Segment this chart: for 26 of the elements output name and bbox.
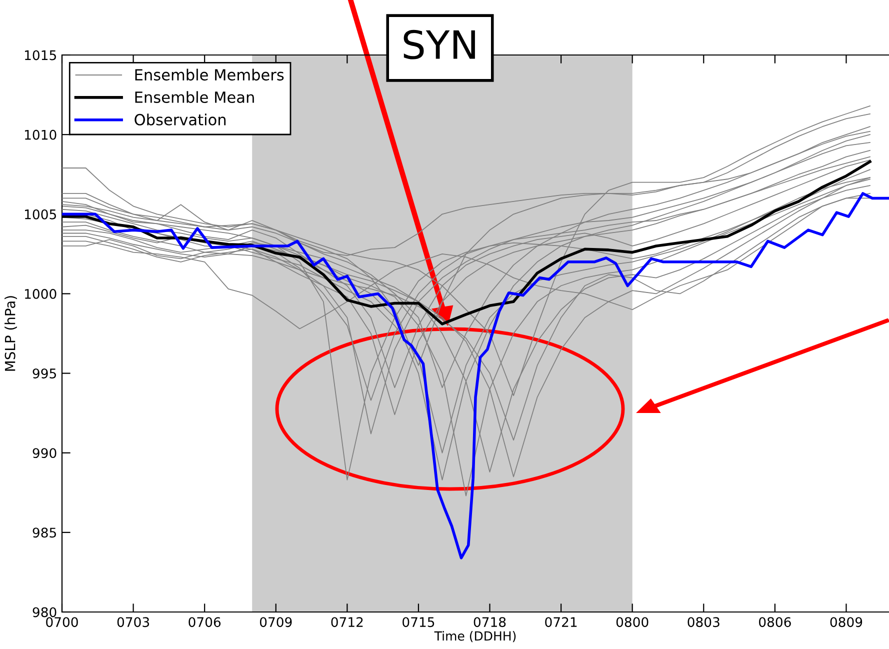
x-tick-label: 0700	[46, 617, 78, 628]
y-tick-label: 1000	[25, 288, 56, 299]
x-tick-label: 0806	[759, 617, 791, 628]
y-tick-label: 990	[32, 448, 56, 458]
y-tick-label: 1015	[25, 50, 56, 60]
y-tick-label: 985	[32, 528, 56, 538]
x-tick-label: 0706	[188, 617, 221, 628]
legend-label: Observation	[134, 114, 226, 126]
x-axis-title: Time (DDHH)	[434, 631, 516, 642]
legend-label: Ensemble Members	[135, 68, 284, 81]
x-tick-label: 0709	[260, 617, 292, 628]
x-tick-label: 0803	[688, 617, 720, 628]
y-tick-label: 980	[32, 607, 56, 618]
x-tick-label: 0809	[830, 617, 862, 628]
y-tick-label: 995	[32, 368, 56, 378]
x-tick-label: 0800	[616, 617, 648, 628]
legend-label: Ensemble Mean	[135, 91, 254, 103]
x-tick-label: 0703	[117, 617, 150, 628]
annotation: SYN	[404, 30, 475, 60]
y-tick-label: 1005	[25, 209, 56, 220]
x-tick-label: 0718	[474, 617, 506, 628]
y-axis-title: MSLP (hPa)	[4, 296, 17, 371]
x-tick-label: 0715	[402, 617, 434, 628]
y-tick-label: 1010	[25, 130, 56, 140]
x-tick-label: 0721	[545, 617, 577, 628]
x-tick-label: 0712	[331, 617, 363, 628]
